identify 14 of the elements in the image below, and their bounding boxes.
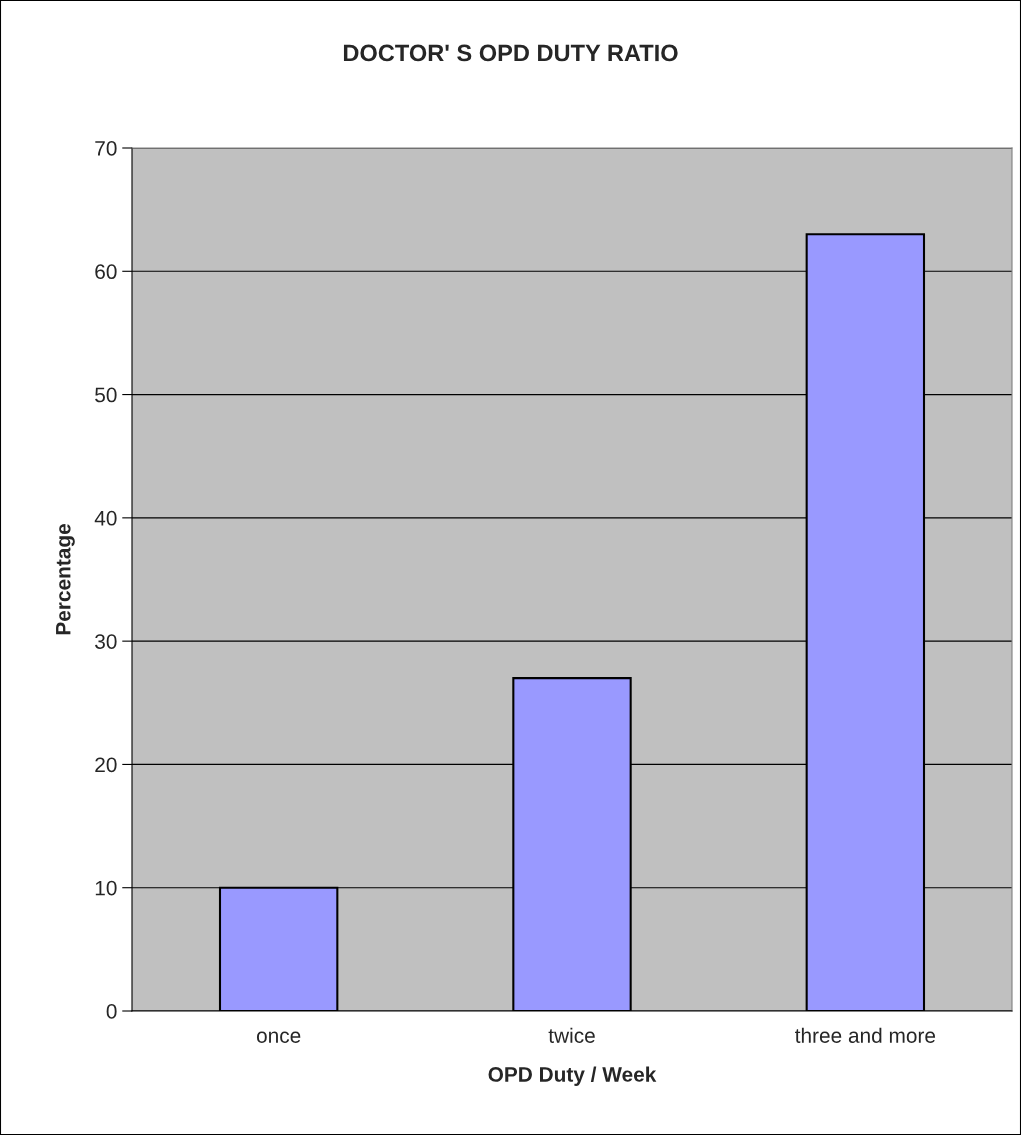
y-tick-label: 50 [95,387,117,403]
y-tick-label: 30 [95,634,117,649]
x-tick-label: twice [548,1027,595,1043]
x-tick-label: three and more [795,1027,936,1043]
y-tick-label: 10 [95,880,117,896]
y-tick-label: 60 [95,264,117,280]
chart-title: DOCTOR' S OPD DUTY RATIO [343,44,678,62]
x-axis-title: OPD Duty / Week [488,1066,657,1086]
y-tick-label: 0 [106,1004,117,1019]
y-axis-title: Percentage [56,524,75,635]
y-tick-label: 40 [94,510,117,526]
y-tick-label: 20 [95,757,117,773]
y-tick-label: 70 [95,141,117,156]
x-tick-label: once [256,1031,301,1043]
